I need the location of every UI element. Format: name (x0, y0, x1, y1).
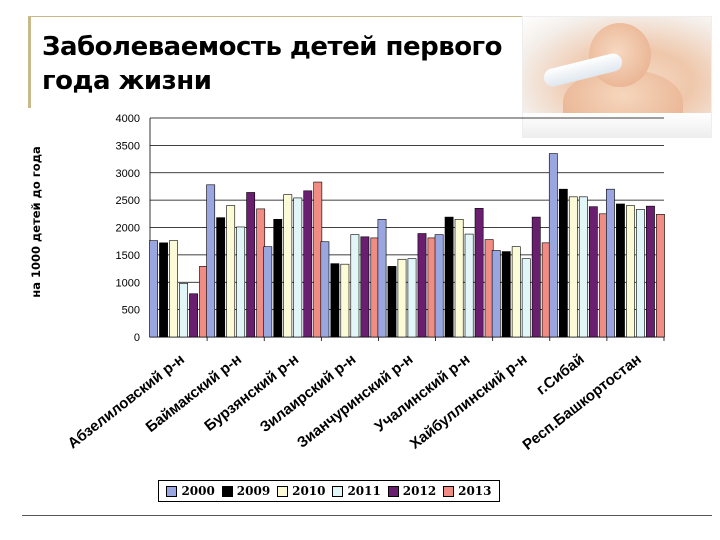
bar (320, 241, 330, 338)
bar (464, 233, 474, 338)
bar (501, 251, 511, 338)
y-tick-label: 4000 (116, 113, 140, 125)
bar (548, 153, 558, 338)
bar (226, 205, 236, 338)
bar (216, 217, 226, 338)
legend-label: 2011 (347, 484, 381, 498)
bar (149, 240, 158, 338)
y-tick-label: 3000 (116, 168, 140, 180)
baby-head-shape (589, 23, 651, 87)
cloth-shape (523, 113, 711, 137)
legend-item: 2012 (387, 484, 437, 498)
bar (189, 293, 198, 338)
bar (626, 205, 635, 338)
category-label: г.Сибай (533, 351, 587, 399)
bar (521, 258, 531, 338)
legend-swatch (221, 485, 233, 497)
bar (558, 188, 568, 338)
bar (387, 266, 397, 338)
legend-item: 2013 (443, 484, 492, 498)
bar (236, 226, 246, 338)
legend-label: 2000 (181, 484, 215, 498)
bar (417, 233, 427, 338)
bar (656, 214, 665, 338)
bar (444, 216, 454, 338)
legend-swatch (277, 485, 289, 497)
bar (474, 208, 484, 338)
legend-item: 2000 (166, 484, 215, 498)
bar (606, 188, 615, 338)
category-label: Бурзянский р-н (201, 351, 302, 435)
bar (616, 203, 625, 338)
bar (159, 242, 168, 338)
bar (179, 283, 188, 338)
bar (293, 197, 303, 338)
bar (330, 263, 340, 338)
y-tick-label: 3500 (116, 140, 140, 152)
legend-swatch (443, 485, 455, 497)
bar (263, 246, 273, 338)
y-tick-label: 2000 (116, 223, 140, 235)
legend-label: 2012 (402, 484, 437, 498)
bar (636, 209, 645, 338)
y-tick-label: 1500 (116, 250, 140, 262)
bar (169, 240, 178, 338)
chart-legend: 2000 2009 2010 2011 2012 2013 (158, 480, 500, 502)
bar (397, 258, 407, 338)
footer-divider (22, 515, 712, 516)
bar (246, 192, 256, 338)
bar (303, 190, 313, 338)
page-title: Заболеваемость детей первого года жизни (42, 32, 503, 96)
bar (491, 250, 501, 338)
bar (350, 234, 360, 338)
legend-label: 2013 (458, 484, 492, 498)
bar (273, 218, 283, 338)
legend-swatch (387, 485, 399, 497)
legend-swatch (332, 485, 344, 497)
bar (434, 234, 444, 338)
legend-swatch (166, 485, 178, 497)
bar (360, 236, 370, 338)
y-tick-label: 2500 (116, 195, 140, 207)
bar (454, 218, 464, 338)
legend-label: 2010 (292, 484, 326, 498)
legend-item: 2011 (332, 484, 381, 498)
bar (568, 196, 578, 338)
title-frame-top (28, 16, 522, 17)
title-frame-left (28, 16, 31, 108)
bar (588, 206, 598, 338)
bar (340, 263, 350, 338)
category-label: Баймакский р-н (143, 351, 245, 436)
y-tick-label: 0 (134, 332, 140, 344)
category-label: Учалинский р-н (372, 351, 474, 436)
bar (511, 246, 521, 338)
y-tick-label: 1000 (116, 277, 140, 289)
legend-label: 2009 (236, 484, 271, 498)
bar (283, 194, 293, 338)
bar (531, 216, 541, 338)
bar (377, 218, 387, 338)
legend-item: 2010 (277, 484, 326, 498)
bar (407, 258, 417, 338)
category-label: Зилаирский р-н (257, 351, 359, 436)
bar (646, 205, 655, 338)
legend-item: 2009 (221, 484, 271, 498)
bar (578, 196, 588, 338)
bar (206, 184, 216, 338)
y-tick-label: 500 (122, 305, 140, 317)
